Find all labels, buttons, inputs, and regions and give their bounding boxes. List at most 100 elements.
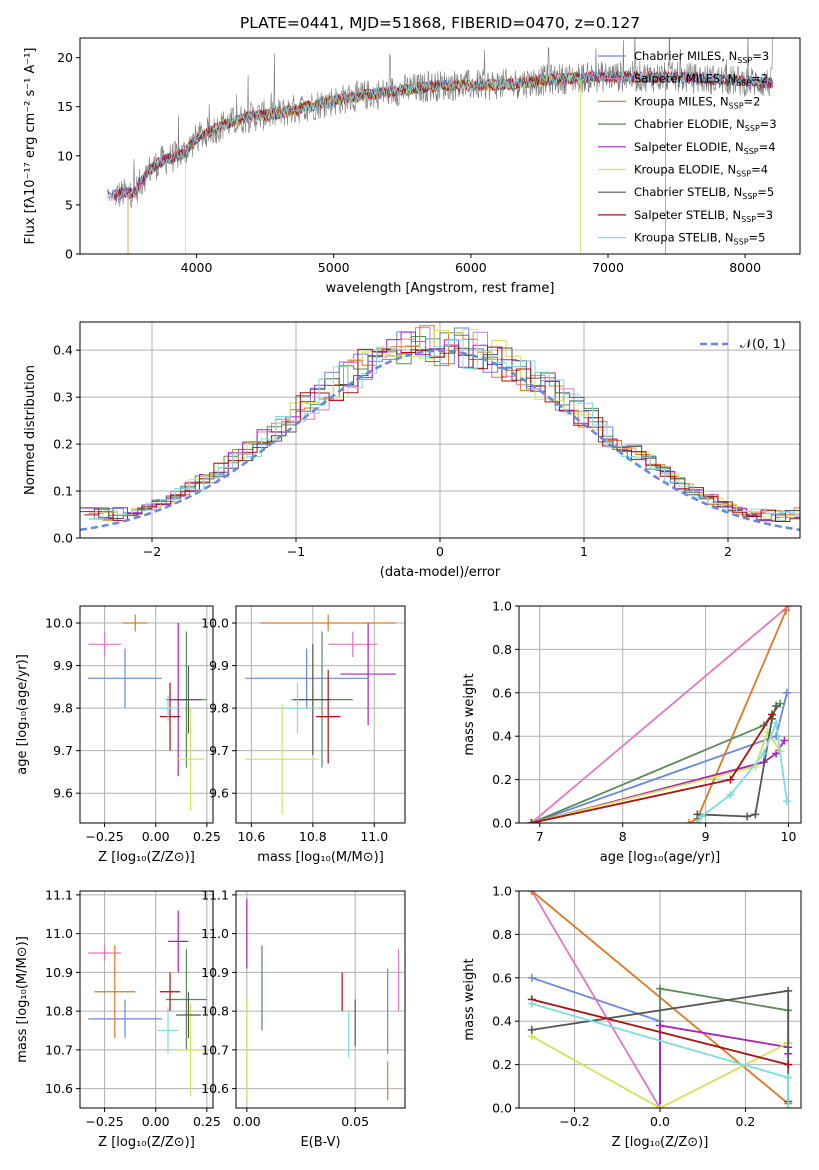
axes-frame xyxy=(79,890,214,1109)
y-tick-label: 0.2 xyxy=(492,772,512,787)
weight-marker xyxy=(784,986,793,995)
x-tick-label: 7000 xyxy=(592,260,624,275)
weight-marker xyxy=(685,819,694,823)
legend-label-5: Salpeter ELODIE, NSSP=4 xyxy=(634,140,776,156)
model-spectrum-line-9 xyxy=(107,69,773,202)
weight-marker xyxy=(697,812,706,821)
y-tick-label: 11.0 xyxy=(201,926,229,941)
legend-subscript: SSP xyxy=(744,147,759,156)
spectrum-panel: 4000 5000 6000 7000 8000 0 5 10 15 20 wavelength [… xyxy=(23,37,801,296)
x-tick-label: 1 xyxy=(580,544,588,559)
y-tick-label: 0.3 xyxy=(53,390,73,405)
age-vs-Z-panel: −0.25 0.00 0.25 9.6 9.7 9.8 9.9 10.0 Z [log₁₀(Z/… xyxy=(15,605,221,865)
x-tick-label: 2 xyxy=(724,544,732,559)
x-tick-label: −0.25 xyxy=(85,829,123,844)
mass-weight-vs-Z-series xyxy=(527,891,793,1108)
x-tick-label: 10 xyxy=(781,829,797,844)
legend-label-6: Kroupa ELODIE, NSSP=4 xyxy=(634,163,768,179)
x-axis-label: E(B-V) xyxy=(300,1135,340,1150)
residuals-legend: 𝒩(0, 1) xyxy=(700,336,786,351)
legend-subscript: SSP xyxy=(737,56,752,65)
legend-label-1: Chabrier MILES, NSSP=3 xyxy=(634,49,769,65)
y-tick-label: 1.0 xyxy=(492,884,512,899)
y-tick-label: 10.8 xyxy=(45,1004,73,1019)
weight-marker xyxy=(772,701,781,710)
residual-histogram-9 xyxy=(88,339,800,520)
y-axis-label: mass [log₁₀(M/M⊙)] xyxy=(15,936,30,1063)
x-tick-label: 0 xyxy=(436,544,444,559)
y-tick-label: 9.8 xyxy=(53,701,73,716)
mass-vs-Z-panel: −0.25 0.00 0.25 10.6 10.7 10.8 10.9 11.0 11.1 Z [… xyxy=(15,887,221,1150)
x-axis-label: (data-model)/error xyxy=(380,565,501,580)
legend-count: =3 xyxy=(752,49,769,63)
legend-label-4: Chabrier ELODIE, NSSP=3 xyxy=(634,117,777,133)
x-tick-label: −0.25 xyxy=(85,1114,123,1129)
weight-marker xyxy=(782,688,791,697)
y-tick-label: 10.7 xyxy=(45,1042,73,1057)
x-axis-label: Z [log₁₀(Z/Z⊙)] xyxy=(98,1135,195,1150)
y-tick-label: 10.6 xyxy=(201,1081,229,1096)
weight-marker xyxy=(784,1060,793,1069)
observed-spectrum-line xyxy=(114,38,773,209)
legend-count: =4 xyxy=(751,163,768,177)
weight-marker xyxy=(782,606,791,615)
x-tick-label: −2 xyxy=(143,544,161,559)
y-tick-label: 10.6 xyxy=(45,1081,73,1096)
y-tick-label: 20 xyxy=(57,50,73,65)
y-tick-label: 0.8 xyxy=(492,927,512,942)
y-axis-label: Flux [fλ10⁻¹⁷ erg cm⁻² s⁻¹ A⁻¹] xyxy=(23,48,38,245)
weight-marker xyxy=(782,797,791,806)
residual-histogram-6 xyxy=(88,329,800,520)
y-tick-label: 9.6 xyxy=(209,786,229,801)
residuals-series xyxy=(80,325,800,532)
residual-histogram-4 xyxy=(80,332,800,521)
y-tick-label: 10.9 xyxy=(201,965,229,980)
y-tick-label: 0.1 xyxy=(53,484,73,499)
legend-count: =2 xyxy=(751,72,768,86)
x-tick-label: −0.2 xyxy=(559,1114,589,1129)
y-tick-label: 0.6 xyxy=(492,970,512,985)
y-tick-label: 10.8 xyxy=(201,1004,229,1019)
x-tick-label: 5000 xyxy=(318,260,350,275)
y-axis-label: age [log₁₀(age/yr)] xyxy=(15,654,30,775)
y-tick-label: 0.4 xyxy=(492,729,512,744)
spectrum-legend: Chabrier MILES, NSSP=3 Salpeter MILES, NS… xyxy=(598,49,777,247)
legend-subscript: SSP xyxy=(736,170,751,179)
legend-count: =5 xyxy=(757,185,774,199)
y-tick-label: 0.2 xyxy=(53,437,73,452)
y-axis-label: Normed distribution xyxy=(23,365,38,495)
weight-marker xyxy=(767,710,776,719)
x-tick-label: 0.25 xyxy=(193,1114,221,1129)
legend-count: =2 xyxy=(744,94,761,108)
legend-subscript: SSP xyxy=(736,79,751,88)
x-tick-label: 7 xyxy=(536,829,544,844)
mass-weight-vs-age-panel: 7 8 9 10 0.0 0.2 0.4 0.6 0.8 1.0 age [log₁₀(age/yr… xyxy=(462,599,802,865)
weight-marker xyxy=(527,891,536,895)
legend-subscript: SSP xyxy=(734,238,749,247)
y-tick-label: 11.1 xyxy=(45,887,73,902)
weight-line-2 xyxy=(530,606,790,823)
mass-weight-vs-age-series xyxy=(527,606,793,823)
axes-frame xyxy=(235,605,406,824)
weight-line-2 xyxy=(531,891,661,1108)
weight-marker xyxy=(656,984,664,993)
y-tick-label: 11.0 xyxy=(45,926,73,941)
weight-marker xyxy=(776,699,785,708)
y-tick-label: 9.6 xyxy=(53,786,73,801)
weight-marker xyxy=(656,1021,664,1030)
y-tick-label: 9.8 xyxy=(209,701,229,716)
y-tick-label: 1.0 xyxy=(492,599,512,614)
weight-marker xyxy=(784,1073,793,1082)
y-tick-label: 0.8 xyxy=(492,642,512,657)
spectrum-series xyxy=(107,38,773,254)
x-axis-label: age [log₁₀(age/yr)] xyxy=(600,850,721,865)
mass-vs-Z-series xyxy=(88,910,207,1097)
weight-marker xyxy=(751,810,760,819)
weight-marker xyxy=(780,736,789,745)
weight-marker xyxy=(784,1104,793,1108)
legend-count: =4 xyxy=(759,140,776,154)
legend-label-7: Chabrier STELIB, NSSP=5 xyxy=(634,185,774,201)
age-vs-mass-panel: 10.6 10.8 11.0 9.6 9.7 9.8 9.9 10.0 mass [log₁₀(… xyxy=(201,605,406,865)
